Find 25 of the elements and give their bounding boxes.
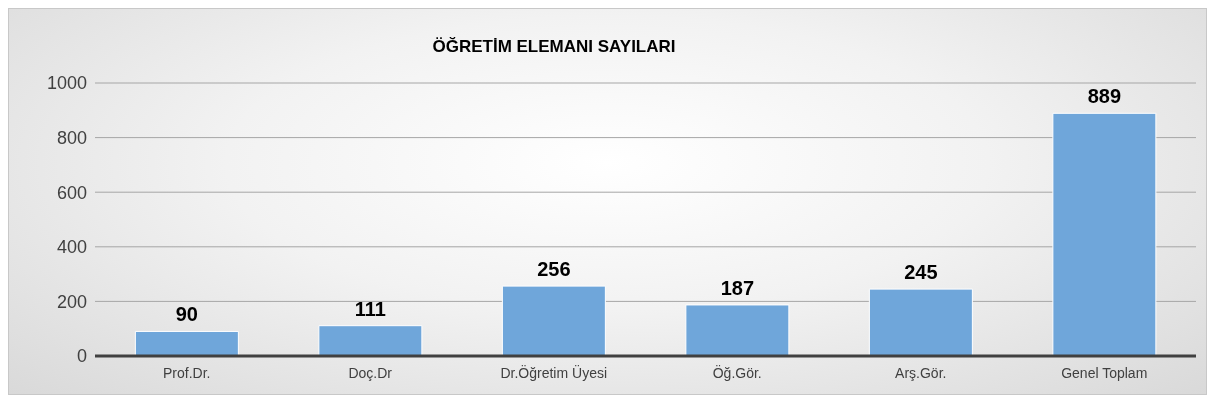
x-tick-label: Arş.Gör. [895, 364, 947, 381]
x-tick-label: Prof.Dr. [163, 364, 211, 381]
data-label: 187 [720, 276, 755, 299]
x-tick-label: Dr.Öğretim Üyesi [500, 363, 608, 381]
data-label: 889 [1087, 85, 1122, 108]
y-tick-label: 1000 [46, 73, 87, 94]
bar [318, 325, 423, 356]
bar [685, 304, 790, 356]
bar [1052, 112, 1157, 356]
x-tick-label: Genel Toplam [1061, 364, 1148, 381]
y-tick-label: 400 [56, 237, 87, 258]
y-tick-label: 200 [56, 291, 87, 312]
data-label: 245 [904, 261, 938, 284]
x-tick-label: Doç.Dr [348, 364, 393, 381]
chart-title: ÖĞRETİM ELEMANI SAYILARI [431, 37, 677, 57]
x-tick-label: Öğ.Gör. [712, 363, 762, 381]
bar [134, 330, 239, 356]
bar [501, 285, 606, 356]
data-label: 111 [354, 297, 386, 320]
y-tick-label: 800 [56, 127, 87, 148]
data-label: 90 [175, 303, 198, 326]
y-tick-label: 0 [76, 346, 87, 367]
bar [868, 288, 973, 356]
data-label: 256 [537, 258, 571, 281]
y-tick-label: 600 [56, 182, 87, 203]
